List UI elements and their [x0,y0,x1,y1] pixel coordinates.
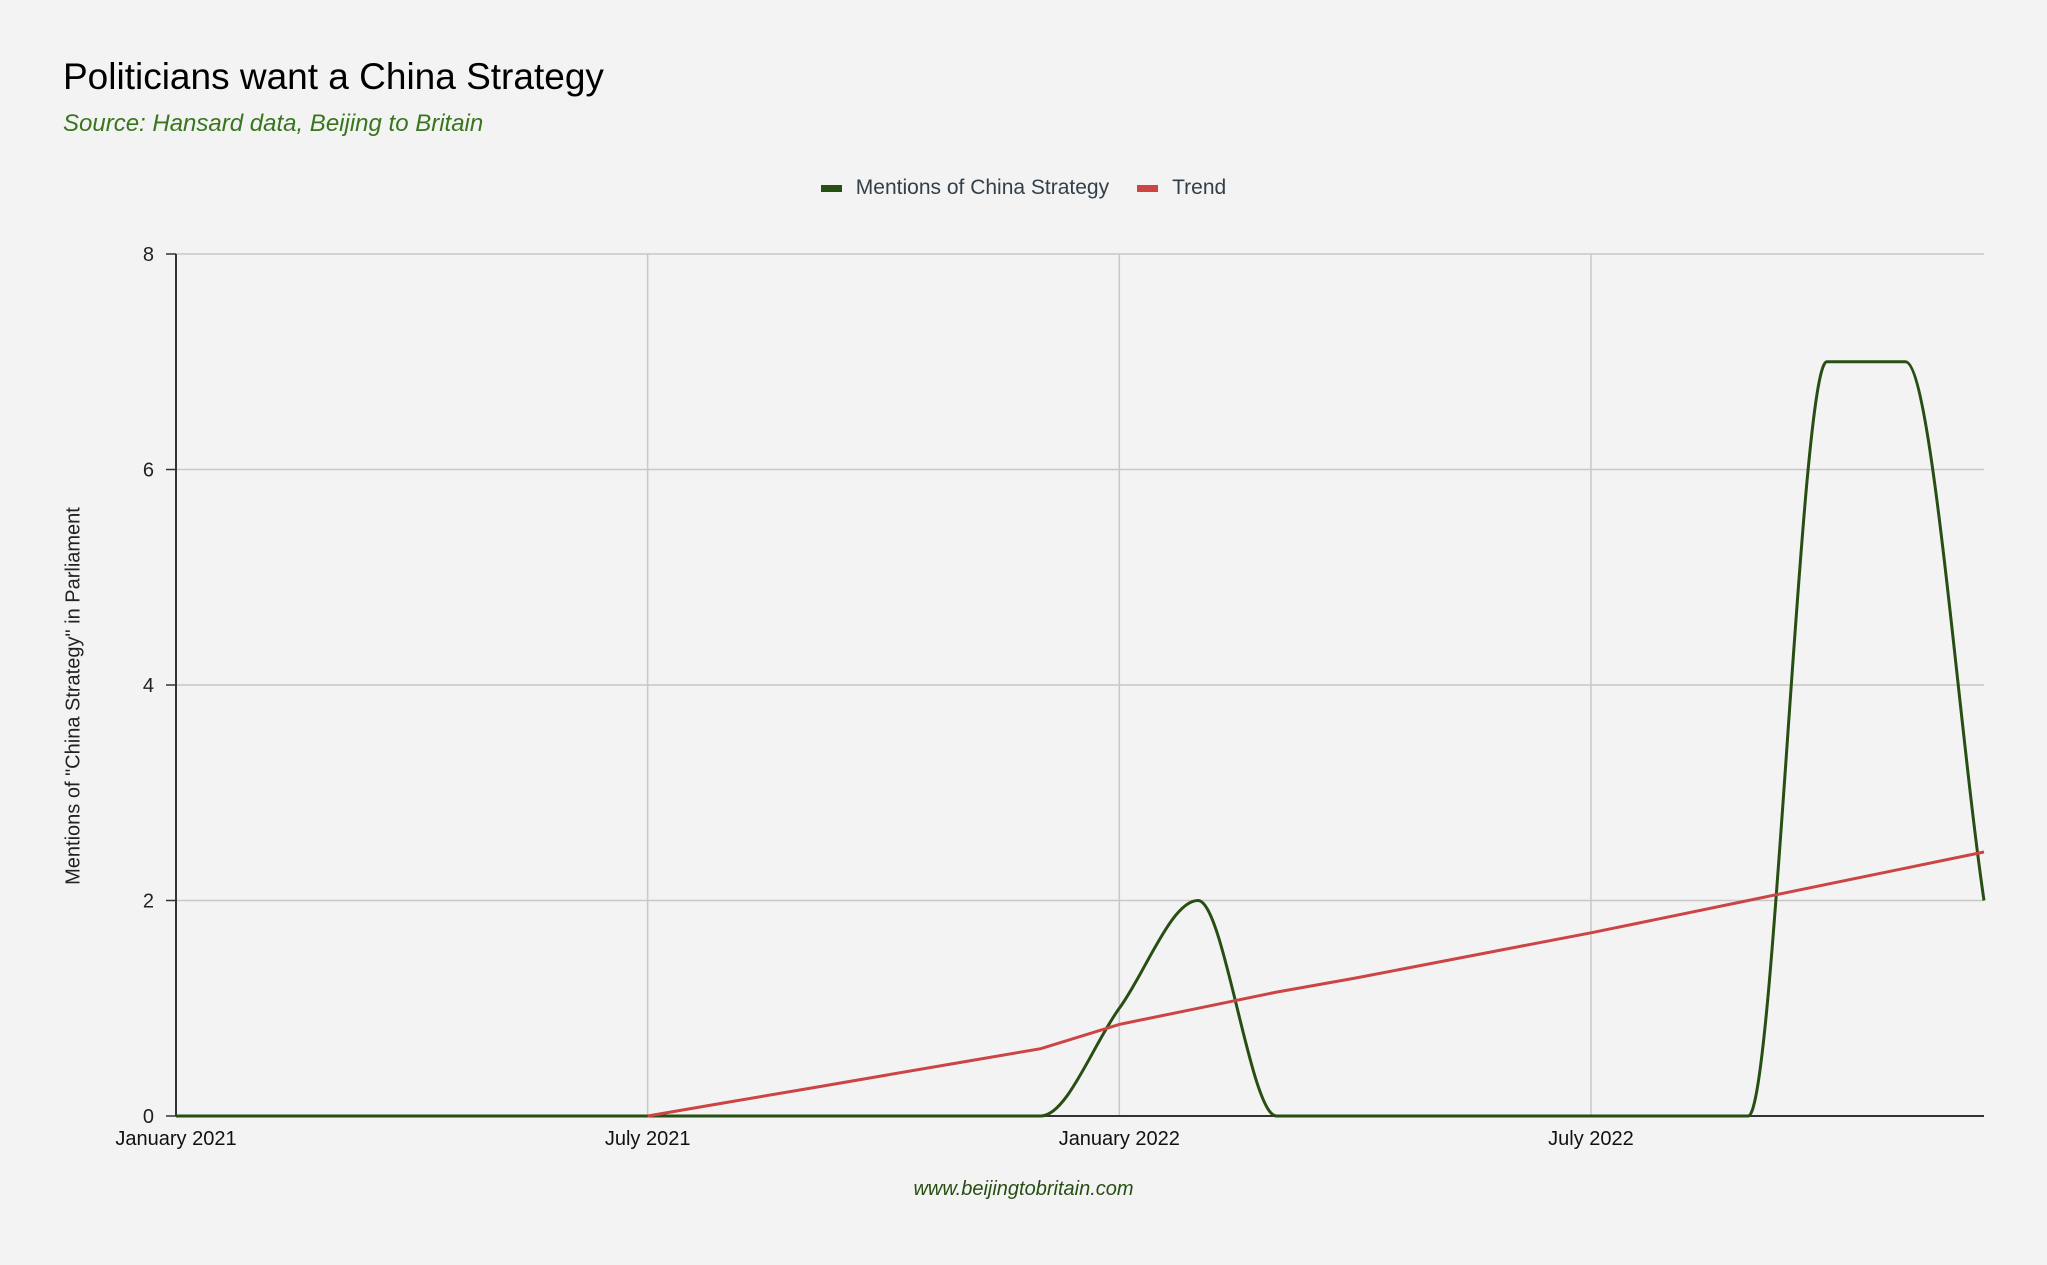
chart-subtitle: Source: Hansard data, Beijing to Britain [63,110,484,137]
tick-label-layer: 0 2 4 6 8 January 2021 July 2021 January 2022 Ju… [115,244,1633,1150]
y-tick-label-2: 2 [143,891,154,913]
chart-legend: Mentions of China Strategy Trend [0,176,2047,200]
y-tick-label-6: 6 [143,460,154,482]
legend-item-trend[interactable]: Trend [1137,176,1226,200]
x-tick-label-2: January 2022 [1059,1128,1180,1150]
grid-layer [176,253,1984,1116]
series-line-trend [647,850,1985,1118]
legend-item-mentions[interactable]: Mentions of China Strategy [820,176,1110,200]
legend-label-mentions: Mentions of China Strategy [855,176,1110,199]
legend-swatch-mentions [820,184,842,192]
y-tick-label-8: 8 [143,244,154,266]
y-tick-label-4: 4 [143,675,154,697]
footer-source-link[interactable]: www.beijingtobritain.com [913,1178,1134,1200]
legend-swatch-trend [1137,184,1159,192]
x-tick-label-0: January 2021 [115,1128,236,1150]
x-tick-label-1: July 2021 [605,1128,691,1150]
series-line-mentions [176,360,1986,1118]
x-tick-label-3: July 2022 [1548,1128,1634,1150]
y-tick-label-0: 0 [143,1106,154,1128]
series-layer [176,360,1986,1118]
chart-title: Politicians want a China Strategy [63,56,604,97]
legend-label-trend: Trend [1172,176,1227,199]
